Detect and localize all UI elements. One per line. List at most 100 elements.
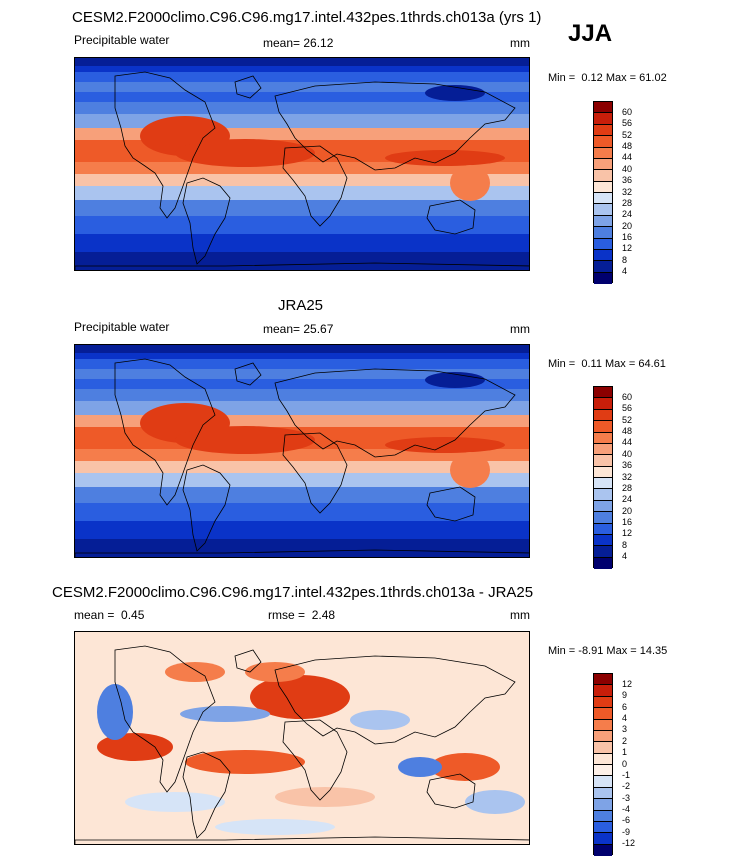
panel-3-max-value: 14.35 (639, 645, 668, 657)
field-blob (245, 662, 305, 682)
field-blob (97, 733, 173, 761)
colorbar-swatch (594, 261, 612, 273)
colorbar-tick-label: 36 (622, 175, 633, 186)
field-band (75, 389, 529, 401)
colorbar-tick-label: 16 (622, 232, 633, 242)
field-blob (185, 750, 305, 774)
field-blob (425, 85, 485, 101)
colorbar-swatch (594, 193, 612, 205)
field-blob (430, 753, 500, 781)
panel-2-map (74, 344, 530, 558)
field-blob (398, 757, 442, 777)
coastline (182, 751, 231, 839)
colorbar-tick-label: -1 (622, 769, 631, 780)
field-blob (450, 452, 490, 488)
field-blob (250, 675, 350, 719)
colorbar-tick-label: 20 (622, 505, 633, 516)
colorbar-tick-label: -3 (622, 792, 631, 803)
field-band (75, 487, 529, 503)
field-band (75, 66, 529, 72)
field-band (75, 58, 529, 66)
colorbar-tick-label: 6 (622, 701, 628, 712)
field-band (75, 473, 529, 487)
coastline (234, 75, 262, 99)
colorbar-swatch (594, 158, 612, 171)
colorbar-swatch (594, 844, 612, 856)
colorbar-tick-label: 2 (622, 735, 628, 746)
field-band (75, 379, 529, 389)
colorbar-swatch (594, 557, 612, 569)
panel-3-min-value: -8.91 (578, 645, 604, 657)
colorbar-tick-label: -12 (622, 838, 636, 849)
colorbar-swatch (594, 432, 612, 444)
colorbar-tick-label: 44 (622, 152, 633, 163)
panel-2-max-label: Max = (605, 358, 636, 370)
colorbar-swatch (594, 409, 612, 422)
colorbar-tick-label: 28 (622, 482, 633, 493)
field-blob (215, 819, 335, 835)
colorbar-swatch (594, 124, 612, 137)
panel-2-units: mm (510, 322, 530, 336)
colorbar-swatch (594, 799, 612, 811)
colorbar-tick-label: 60 (622, 106, 633, 117)
coastline (274, 368, 516, 458)
coastline (426, 773, 476, 809)
colorbar-tick-label: 1 (622, 747, 628, 758)
panel-1-variable-label: Precipitable water (74, 33, 170, 47)
colorbar-swatch (594, 787, 612, 800)
field-blob (175, 426, 315, 454)
field-band (75, 200, 529, 216)
colorbar-tick-label: 48 (622, 426, 633, 436)
coastline (234, 362, 262, 386)
colorbar-swatch (594, 719, 612, 731)
field-band (75, 359, 529, 369)
field-band (75, 216, 529, 234)
colorbar-swatch (594, 730, 612, 743)
colorbar-swatch (594, 833, 612, 845)
panel-1-mean-value: 26.12 (303, 36, 334, 50)
panel-3-mean-value: 0.45 (121, 608, 145, 622)
field-blob (350, 710, 410, 730)
colorbar-tick-label: 12 (622, 678, 633, 689)
panel-1-min-label: Min = (548, 72, 576, 84)
colorbar-tick-label: 0 (622, 758, 628, 769)
field-band (75, 114, 529, 128)
coastline (75, 549, 529, 557)
field-band (75, 345, 529, 353)
field-band (75, 401, 529, 415)
panel-3-mean-label: mean = (74, 608, 115, 622)
panel-3-max-label: Max = (606, 645, 637, 657)
field-band (75, 539, 529, 557)
colorbar-tick-label: -2 (622, 781, 631, 792)
coastline (282, 432, 348, 514)
colorbar-swatch (594, 455, 612, 467)
field-band (75, 234, 529, 252)
colorbar-swatch (594, 523, 612, 535)
field-blob (175, 139, 315, 167)
colorbar-tick-label: 24 (622, 494, 633, 505)
colorbar-tick-label: 20 (622, 220, 633, 231)
colorbar-tick-label: 28 (622, 197, 633, 208)
colorbar-tick-label: 48 (622, 141, 633, 151)
panel-3-colorbar (593, 673, 613, 856)
colorbar-tick-label: 52 (622, 414, 633, 425)
colorbar-swatch (594, 685, 612, 697)
panel-1-max-value: 61.02 (639, 72, 667, 84)
field-band (75, 461, 529, 473)
panel-1-colorbar (593, 101, 613, 284)
panel-2-mean-label: mean= (263, 322, 301, 336)
coastline (75, 836, 529, 844)
panel-3-map (74, 631, 530, 845)
colorbar-tick-label: 56 (622, 403, 633, 414)
field-band (75, 82, 529, 92)
panel-1-title: CESM2.F2000climo.C96.C96.mg17.intel.432p… (72, 9, 542, 26)
colorbar-swatch (594, 387, 612, 399)
panel-1-units: mm (510, 36, 530, 50)
colorbar-swatch (594, 546, 612, 558)
coastline (182, 177, 231, 265)
field-band (75, 102, 529, 114)
panel-3-minmax: Min = -8.91 Max = 14.35 (548, 645, 667, 657)
colorbar-swatch (594, 170, 612, 182)
coastline (282, 145, 348, 227)
colorbar-swatch (594, 810, 612, 822)
